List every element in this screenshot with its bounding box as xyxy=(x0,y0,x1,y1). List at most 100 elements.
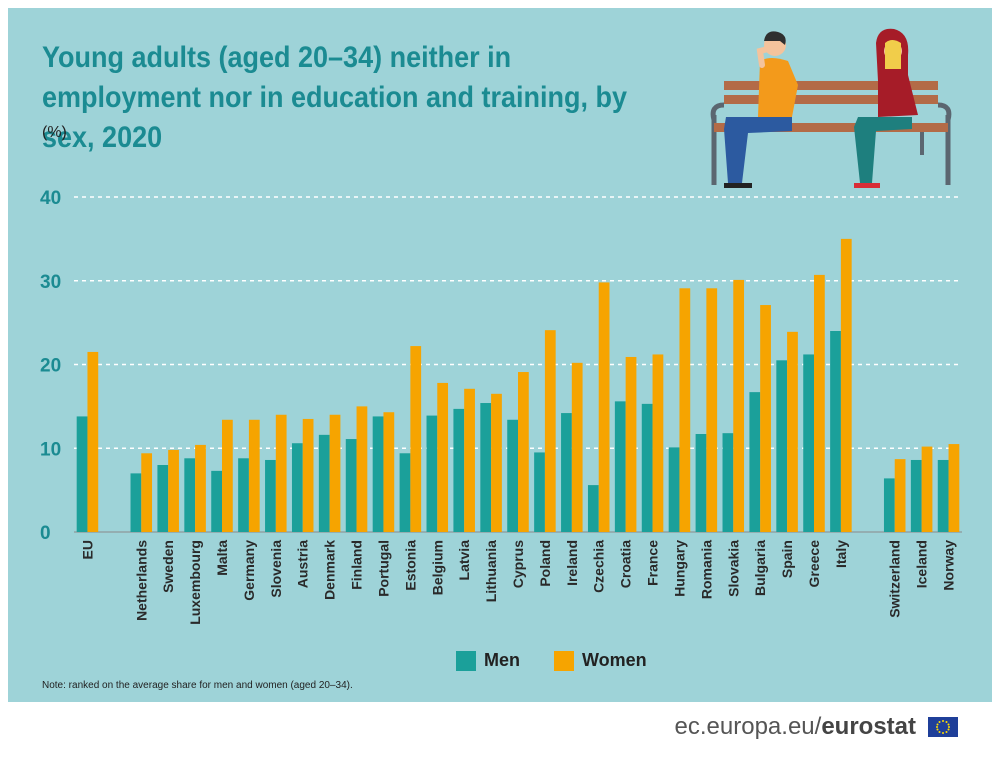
x-tick-label: Slovakia xyxy=(725,540,741,597)
y-tick-label: 0 xyxy=(40,523,51,544)
footer-site: ec.europa.eu/ xyxy=(674,713,822,740)
bar-women-austria xyxy=(302,418,314,532)
x-tick-label: Romania xyxy=(698,540,714,599)
x-tick-label: Czechia xyxy=(591,540,607,593)
bar-women-latvia xyxy=(464,388,475,532)
bar-men-bulgaria xyxy=(749,392,761,532)
bar-women-bulgaria xyxy=(760,305,771,532)
bar-men-ireland xyxy=(561,413,572,532)
bar-men-slovenia xyxy=(265,459,276,532)
bar-men-iceland xyxy=(910,459,922,532)
footnote: Note: ranked on the average share for me… xyxy=(42,680,353,691)
bar-women-malta xyxy=(222,419,233,532)
bar-men-norway xyxy=(937,459,949,532)
bar-women-czechia xyxy=(598,282,610,532)
bar-women-greece xyxy=(814,274,825,532)
bar-women-cyprus xyxy=(518,372,529,532)
x-tick-label: Germany xyxy=(241,540,257,601)
chart-title: Young adults (aged 20–34) neither in emp… xyxy=(42,41,628,154)
bar-women-portugal xyxy=(383,412,395,532)
bar-men-latvia xyxy=(453,408,465,532)
bar-women-switzerland xyxy=(894,459,906,532)
bar-men-cyprus xyxy=(507,419,518,532)
legend: Men Women xyxy=(456,650,647,671)
bar-women-poland xyxy=(544,330,556,532)
x-tick-label: Portugal xyxy=(375,540,391,597)
x-tick-label: Croatia xyxy=(618,540,634,588)
bar-women-slovakia xyxy=(733,279,745,532)
bar-men-greece xyxy=(803,354,814,532)
bar-men-slovakia xyxy=(722,433,734,532)
bar-men-belgium xyxy=(426,415,438,532)
eu-flag-icon xyxy=(928,717,958,737)
bar-women-ireland xyxy=(571,362,583,532)
x-tick-label: EU xyxy=(79,540,95,559)
x-tick-label: Hungary xyxy=(671,540,687,597)
bar-women-italy xyxy=(840,238,852,532)
x-tick-label: Sweden xyxy=(160,540,176,593)
bar-women-romania xyxy=(706,288,718,532)
bar-men-hungary xyxy=(668,447,680,532)
x-tick-label: Switzerland xyxy=(887,540,903,618)
x-tick-label: Greece xyxy=(806,540,822,588)
x-tick-label: Estonia xyxy=(402,540,418,591)
x-tick-label: Norway xyxy=(941,540,957,591)
bar-women-belgium xyxy=(437,382,449,532)
bar-women-estonia xyxy=(410,346,422,532)
x-tick-label: Belgium xyxy=(429,540,445,595)
bar-men-denmark xyxy=(318,434,330,532)
bar-men-czechia xyxy=(587,485,599,532)
x-tick-label: Lithuania xyxy=(483,540,499,602)
bar-women-france xyxy=(652,354,664,532)
legend-swatch-women xyxy=(554,650,574,671)
bar-men-spain xyxy=(776,360,788,532)
x-tick-label: Poland xyxy=(537,540,553,587)
x-tick-label: Netherlands xyxy=(133,540,149,621)
x-tick-label: Cyprus xyxy=(510,540,526,588)
bar-men-austria xyxy=(291,443,303,532)
bench-illustration xyxy=(710,28,952,188)
x-tick-label: Austria xyxy=(295,540,311,588)
bar-men-switzerland xyxy=(883,478,895,532)
bar-women-hungary xyxy=(679,288,691,532)
x-tick-label: Italy xyxy=(833,540,849,568)
bar-men-malta xyxy=(211,470,222,532)
legend-item-men: Men xyxy=(456,650,520,671)
bar-men-netherlands xyxy=(130,473,142,532)
bar-women-lithuania xyxy=(491,393,502,532)
bar-women-denmark xyxy=(329,414,341,532)
unit-label: (%) xyxy=(42,124,67,141)
footer-brand: eurostat xyxy=(821,713,916,740)
bar-men-portugal xyxy=(372,416,384,532)
bar-men-poland xyxy=(534,452,545,532)
bar-women-croatia xyxy=(625,356,637,532)
x-tick-label: Ireland xyxy=(564,540,580,586)
bar-men-luxembourg xyxy=(184,458,196,532)
bar-men-france xyxy=(641,403,653,532)
bar-women-slovenia xyxy=(275,414,287,532)
bar-women-eu xyxy=(87,351,99,532)
x-tick-label: Spain xyxy=(779,540,795,578)
x-tick-label: Finland xyxy=(349,540,365,590)
bar-men-italy xyxy=(830,331,841,532)
x-tick-label: Bulgaria xyxy=(752,540,768,596)
bar-men-germany xyxy=(238,458,249,532)
y-tick-label: 40 xyxy=(40,188,61,209)
bar-men-lithuania xyxy=(480,403,492,532)
x-tick-label: Iceland xyxy=(914,540,930,588)
footer-branding: ec.europa.eu/eurostat xyxy=(675,713,958,741)
bar-men-eu xyxy=(76,416,88,532)
bar-women-luxembourg xyxy=(195,444,206,532)
x-tick-label: Malta xyxy=(214,540,230,576)
x-tick-label: Latvia xyxy=(456,540,472,581)
bar-women-spain xyxy=(787,331,798,532)
legend-swatch-men xyxy=(456,650,476,671)
bar-women-germany xyxy=(248,419,260,532)
bar-men-romania xyxy=(695,434,707,532)
y-tick-label: 10 xyxy=(40,439,61,460)
bar-women-iceland xyxy=(921,446,933,532)
legend-label-men: Men xyxy=(484,650,520,670)
x-tick-label: Luxembourg xyxy=(187,540,203,625)
bar-men-finland xyxy=(345,439,357,532)
